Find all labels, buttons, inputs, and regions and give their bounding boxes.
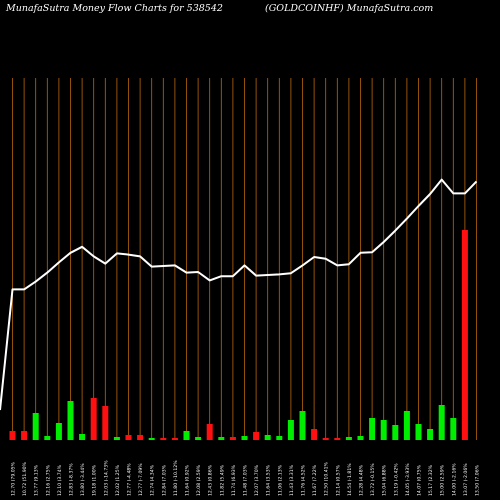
x-axis-label: 12.03 (-14.73% (103, 460, 109, 496)
x-axis-label: 11.82 (5.49% (219, 464, 225, 496)
x-axis-label: 12.14 (0.57% (335, 464, 341, 496)
volume-bar (183, 431, 190, 440)
x-axis-label: 12.50 (10.41% (324, 461, 330, 496)
volume-bar (55, 423, 62, 440)
x-axis-label: 11.64 (0.92% (185, 464, 191, 496)
source-label: (GOLDCOINHF) MunafaSutra.com (265, 3, 434, 14)
x-axis-label: 12.16 (2.75% (45, 464, 51, 496)
x-axis-label: 11.43 (3.31% (289, 464, 295, 496)
x-axis-label: 12.08 (2.59% (196, 464, 202, 496)
volume-bar (357, 436, 364, 440)
volume-bar (125, 435, 132, 440)
volume-bar (345, 437, 352, 440)
volume-bar (392, 425, 399, 440)
x-axis-label: 15.04 (6.88% (382, 464, 388, 496)
volume-bar (427, 429, 434, 440)
volume-bar (160, 438, 167, 440)
x-axis-label: 14.05 (-3.93% (405, 463, 411, 496)
volume-bar (311, 429, 318, 440)
volume-bar (102, 406, 109, 440)
volume-bar (287, 420, 294, 440)
volume-bar (32, 413, 39, 440)
price-line (0, 178, 478, 411)
volume-bar (218, 437, 225, 440)
x-axis-label: 12.28 (4.48% (359, 464, 365, 496)
volume-bar (461, 230, 468, 440)
x-axis-label: 19.18 (1.00% (92, 464, 98, 496)
x-axis-label: 12.74 (4.34% (150, 464, 156, 496)
volume-bar (334, 438, 341, 440)
volume-bar (229, 437, 236, 440)
volume-bar (195, 437, 202, 440)
x-axis-label: 11.48 (7.03% (243, 464, 249, 496)
x-axis-label: 12.70 (79.05% (11, 461, 17, 496)
x-axis-label: 11.74 (6.93% (231, 464, 237, 496)
grid-lines (12, 78, 477, 440)
volume-bar (438, 405, 445, 440)
volume-bar (264, 435, 271, 440)
x-axis-label: 14.00 (-2.16% (451, 463, 457, 496)
x-axis-label: 13.50 (7.06% (475, 464, 481, 496)
x-axis-label: 12.10 (3.74% (57, 464, 63, 496)
x-axis-label: 10.72 (51.90% (22, 461, 28, 496)
volume-bar (241, 436, 248, 440)
volume-bar (322, 438, 329, 440)
volume-bar (67, 401, 74, 440)
x-axis-label: 12.02 (1.25% (115, 464, 121, 496)
x-axis-label: 11.06 (2.13% (277, 464, 283, 496)
volume-bar (403, 411, 410, 440)
volume-bar (90, 398, 97, 440)
volume-bar (148, 438, 155, 440)
x-axis-label: 12.77 (-4.48% (127, 463, 133, 496)
volume-bar (299, 411, 306, 440)
volume-bar (171, 438, 178, 440)
x-axis-label: 13.19 (-0.42% (393, 463, 399, 496)
x-axis-label: 11.67 (7.22% (312, 464, 318, 496)
x-axis-label: 11.80 (-10.12% (173, 460, 179, 496)
volume-bar (44, 436, 51, 440)
x-axis-label: 14.54 (-1.81% (347, 463, 353, 496)
price-line-layer (0, 178, 478, 411)
volume-bar (415, 424, 422, 440)
volume-bars (9, 230, 468, 440)
x-axis-label: 15.17 (2.32% (428, 464, 434, 496)
x-axis-label: 12.07 (3.70% (254, 464, 260, 496)
x-axis-label: 14.07 (0.75% (417, 464, 423, 496)
chart-title: MunafaSutra Money Flow Charts for 538542 (6, 3, 223, 14)
volume-bar (137, 435, 144, 440)
volume-bar (79, 434, 86, 440)
volume-bar (21, 431, 28, 440)
volume-bar (206, 424, 213, 440)
volume-bar (276, 436, 283, 440)
volume-bar (113, 437, 120, 440)
x-axis-label: 13.72 (-0.15% (370, 463, 376, 496)
x-axis-label: 12.83 (-8.37% (69, 463, 75, 496)
volume-bar (380, 420, 387, 440)
volume-bar (253, 432, 260, 440)
volume-bar (450, 418, 457, 440)
volume-bar (9, 431, 16, 440)
x-axis-label: 12.77 (-7.09% (138, 463, 144, 496)
x-axis-label: 11.64 (3.53% (266, 464, 272, 496)
x-axis-label: 13.77 (9.13% (34, 464, 40, 496)
x-axis-label: 13.07 (-2.06% (463, 463, 469, 496)
volume-bar (369, 418, 376, 440)
x-axis-labels: 12.70 (79.05% 10.72 (51.90% 13.77 (9.13% 12… (11, 460, 481, 496)
x-axis-label: 12.84 (7.03% (161, 464, 167, 496)
x-axis-label: 12.43 (0.86% (208, 464, 214, 496)
x-axis-label: 13.80 (-3.44% (80, 463, 86, 496)
x-axis-label: 15.00 (2.59% (440, 464, 446, 496)
x-axis-label: 11.76 (4.52% (301, 464, 307, 496)
